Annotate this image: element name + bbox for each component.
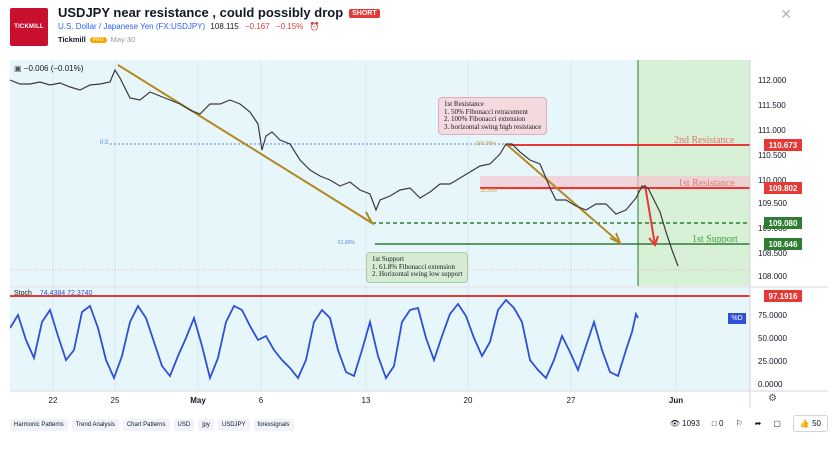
time-tick: 20: [463, 396, 473, 405]
fib-05-label: 0.5: [100, 140, 109, 146]
idea-title: USDJPY near resistance , could possibly …: [58, 5, 380, 20]
views-count: 1093: [682, 419, 700, 428]
alarm-clock-icon[interactable]: ⏰: [309, 22, 320, 31]
tag-chip[interactable]: jpy: [198, 419, 214, 431]
symbol-price: 108.115: [210, 22, 239, 31]
first-resistance-tag: 109.802: [764, 182, 802, 194]
fib-100-label: 100.00%: [476, 141, 496, 147]
price-pane: [10, 60, 750, 286]
tag-chip[interactable]: USD: [173, 419, 195, 431]
price-tick: 112.000: [758, 76, 787, 85]
stoch-label: Stoch: [14, 290, 32, 297]
fib-382-label: 38.20%: [480, 188, 497, 194]
trend-arrows: [117, 64, 622, 246]
chart-area[interactable]: ▣ −0.006 (−0.01%) 112.000 111.500 111.00…: [10, 60, 828, 408]
price-tick: 111.000: [758, 126, 786, 135]
tag-chip[interactable]: Harmonic Patterns: [10, 419, 68, 431]
symbol-link[interactable]: U.S. Dollar / Japanese Yen (FX:USDJPY): [58, 22, 206, 31]
bookmark-icon[interactable]: ▢: [773, 419, 781, 428]
close-icon[interactable]: ✕: [780, 6, 792, 22]
tag-chip[interactable]: USDJPY: [217, 419, 250, 431]
stoch-level-tag: 97.1916: [764, 290, 802, 302]
like-button[interactable]: 👍 50: [792, 415, 828, 432]
projection-arrowhead: [648, 235, 659, 247]
time-tick: 25: [110, 396, 120, 405]
first-support-label: 1st Support: [692, 234, 738, 245]
price-tick: 110.000: [758, 176, 787, 185]
stoch-tick: 75.0000: [758, 311, 787, 320]
stoch-pane: [10, 288, 750, 390]
price-change-pct: −0.15%: [275, 22, 304, 31]
eye-icon: 👁: [669, 419, 680, 428]
idea-stats: 👁 1093 □ 0 ⚐ ➦ ▢ 👍 50: [670, 415, 828, 432]
indicator-value: −0.006 (−0.01%): [23, 64, 84, 73]
support-note[interactable]: 1st Support 1. 61.8% Fibonacci extension…: [366, 252, 469, 283]
time-tick: 13: [361, 396, 371, 405]
comments-count: 0: [719, 419, 724, 428]
stoch-legend: Stoch 74.4384 72.3740: [14, 290, 92, 297]
settings-gear-icon[interactable]: ⚙: [768, 393, 777, 404]
mid-level-tag: 109.080: [764, 217, 802, 229]
price-change: −0.167: [244, 22, 270, 31]
author-line: Tickmill PRO May 30: [58, 35, 135, 44]
stoch-tick: 0.0000: [758, 380, 783, 389]
note-line: 1. 61.8% Fibonacci extension: [372, 262, 456, 271]
fib-618-label: 61.80%: [338, 240, 355, 246]
tickmill-logo[interactable]: TICKMILL: [10, 8, 48, 46]
second-resistance-label: 2nd Resistance: [674, 135, 735, 146]
note-line: 1st Support: [372, 255, 405, 263]
time-tick: 6: [258, 396, 264, 405]
price-tick: 109.500: [758, 199, 787, 208]
resistance-note[interactable]: 1st Resistance 1. 50% Fibonacci retracem…: [438, 97, 548, 135]
stoch-tick: 25.0000: [758, 357, 787, 366]
price-tick: 111.500: [758, 101, 786, 110]
tag-chip[interactable]: Trend Analysis: [71, 419, 119, 431]
indicator-readout: ▣ −0.006 (−0.01%): [14, 64, 83, 73]
note-line: 2. 100% Fibonacci extension: [444, 115, 526, 123]
chart-svg: [10, 60, 828, 408]
comments-button[interactable]: □ 0: [712, 419, 724, 428]
views-counter: 👁 1093: [670, 419, 700, 428]
comment-icon: □: [711, 419, 717, 428]
symbol-line: U.S. Dollar / Japanese Yen (FX:USDJPY) 1…: [58, 22, 319, 31]
projection-zone: [638, 60, 750, 286]
stoch-tick: 50.0000: [758, 334, 787, 343]
title-text: USDJPY near resistance , could possibly …: [58, 5, 344, 20]
time-tick: Jun: [668, 396, 684, 405]
eye-icon[interactable]: ▣: [14, 64, 22, 73]
flag-icon[interactable]: ⚐: [735, 419, 743, 428]
time-tick: 22: [48, 396, 58, 405]
price-tick: 108.500: [758, 249, 787, 258]
note-line: 2. Horizontal swing low support: [372, 270, 463, 278]
projection-arrow: [644, 184, 656, 246]
first-resistance-label: 1st Resistance: [678, 178, 735, 189]
likes-count: 50: [812, 419, 821, 428]
logo-text: TICKMILL: [14, 24, 44, 30]
stoch-values: 74.4384 72.3740: [39, 290, 93, 297]
second-resistance-tag: 110.673: [764, 139, 802, 151]
publish-date: May 30: [110, 35, 136, 44]
time-tick: 27: [566, 396, 576, 405]
stoch-d-badge: %D: [728, 313, 746, 324]
stoch-line: [10, 298, 639, 381]
short-badge: SHORT: [349, 9, 380, 18]
author-name[interactable]: Tickmill: [58, 35, 86, 44]
price-path: [10, 68, 679, 267]
tag-chip[interactable]: Chart Patterns: [122, 419, 170, 431]
thumbs-up-icon: 👍: [799, 419, 810, 428]
time-tick: May: [190, 396, 206, 405]
note-line: 3. horizontal swing high resistance: [444, 122, 542, 131]
pro-badge: PRO: [89, 37, 107, 43]
share-icon[interactable]: ➦: [754, 419, 762, 428]
idea-tags: Harmonic Patterns Trend Analysis Chart P…: [10, 419, 294, 431]
price-tick: 110.500: [758, 151, 787, 160]
note-line: 1. 50% Fibonacci retracement: [444, 107, 528, 116]
tag-chip[interactable]: forexsignals: [253, 419, 294, 431]
note-line: 1st Resistance: [444, 100, 484, 108]
price-tick: 108.000: [758, 272, 787, 281]
first-support-tag: 108.646: [764, 238, 802, 250]
